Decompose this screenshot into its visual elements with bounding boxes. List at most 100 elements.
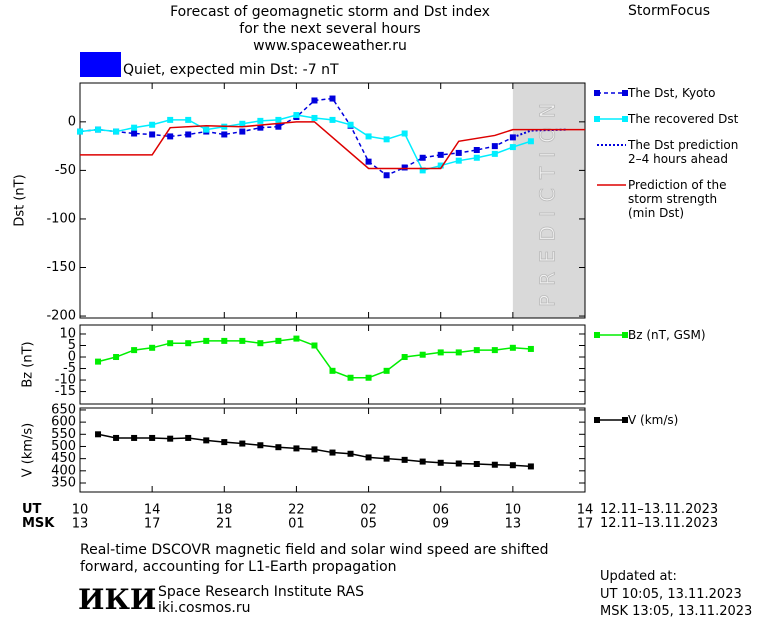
x-tick-label-msk: 09: [432, 517, 449, 532]
data-point: [401, 164, 408, 171]
data-point: [527, 345, 534, 352]
legend-marker: [594, 116, 600, 122]
data-point: [329, 95, 336, 102]
data-point: [509, 462, 516, 469]
data-point: [185, 434, 192, 441]
x-tick-label-msk: 05: [360, 517, 377, 532]
data-point: [473, 347, 480, 354]
y-tick-label: -50: [55, 163, 76, 178]
legend-marker: [594, 332, 600, 338]
data-point: [383, 455, 390, 462]
y-tick-label: -15: [55, 384, 76, 399]
x-tick-label: 14: [144, 503, 161, 518]
y-axis-label: V (km/s): [21, 423, 36, 478]
data-point: [293, 112, 300, 119]
data-point: [95, 358, 102, 365]
legend-marker: [622, 332, 628, 338]
data-point: [203, 337, 210, 344]
data-point: [455, 157, 462, 164]
data-point: [167, 435, 174, 442]
data-point: [239, 120, 246, 127]
updated-title: Updated at:: [600, 569, 677, 584]
data-point: [509, 344, 516, 351]
plot-frame: [79, 82, 586, 319]
data-point: [203, 126, 210, 133]
data-point: [329, 116, 336, 123]
y-tick-label: 650: [51, 402, 76, 417]
y-tick-label: -150: [46, 260, 76, 275]
data-point: [401, 130, 408, 137]
legend-label: The Dst prediction 2–4 hours ahead: [628, 138, 739, 166]
updated-ut: UT 10:05, 13.11.2023: [600, 587, 742, 602]
data-point: [491, 461, 498, 468]
data-point: [365, 374, 372, 381]
x-tick-label-msk: 17: [144, 517, 161, 532]
data-point: [329, 449, 336, 456]
legend-marker: [594, 90, 600, 96]
y-tick-label: 500: [51, 439, 76, 454]
y-tick-label: -10: [55, 373, 76, 388]
legend-label: V (km/s): [628, 413, 679, 427]
data-point: [311, 446, 318, 453]
data-point: [437, 151, 444, 158]
legend-label: Bz (nT, GSM): [628, 328, 706, 342]
legend-label: Prediction of the storm strength (min Ds…: [628, 178, 727, 220]
data-point: [473, 154, 480, 161]
data-point: [419, 351, 426, 358]
data-point: [131, 347, 138, 354]
status-text: Quiet, expected min Dst: -7 nT: [123, 62, 339, 78]
updated-msk: MSK 13:05, 13.11.2023: [600, 604, 753, 619]
x-tick-label-msk: 01: [288, 517, 305, 532]
y-tick-label: 5: [68, 338, 76, 353]
y-tick-label: -5: [63, 361, 76, 376]
data-point: [149, 121, 156, 128]
y-axis-label: Dst (nT): [13, 174, 28, 226]
data-point: [167, 133, 174, 140]
data-point: [527, 138, 534, 145]
legend-marker: [622, 116, 628, 122]
data-point: [275, 337, 282, 344]
data-point: [455, 149, 462, 156]
data-point: [293, 445, 300, 452]
data-point: [221, 337, 228, 344]
data-point: [473, 461, 480, 467]
data-point: [131, 130, 138, 137]
data-point: [491, 347, 498, 354]
data-point: [419, 458, 426, 465]
data-point: [113, 128, 120, 135]
data-point: [365, 158, 372, 165]
data-point: [149, 434, 156, 441]
x-tick-label: 10: [505, 503, 522, 518]
brand: StormFocus: [628, 3, 711, 19]
data-point: [131, 124, 138, 131]
data-point: [131, 434, 138, 441]
data-point: [113, 354, 120, 361]
data-point: [491, 150, 498, 157]
legend-label: The Dst, Kyoto: [628, 86, 716, 100]
website: iki.cosmos.ru: [158, 600, 251, 616]
data-point: [221, 439, 228, 446]
y-tick-label: 400: [51, 463, 76, 478]
date-range: 12.11–13.11.2023: [600, 516, 719, 531]
prediction-region: [512, 83, 585, 318]
data-point: [509, 144, 516, 151]
data-point: [185, 131, 192, 138]
data-point: [221, 131, 228, 138]
data-point: [401, 456, 408, 463]
y-axis-label: Bz (nT): [21, 341, 36, 387]
status-indicator: [80, 52, 121, 77]
data-point: [455, 460, 462, 467]
data-point: [455, 349, 462, 356]
msk-label: MSK: [22, 516, 55, 531]
institute: Space Research Institute RAS: [158, 584, 364, 600]
data-point: [437, 349, 444, 356]
series-line: [79, 114, 532, 172]
series-line: [80, 121, 585, 170]
data-point: [383, 367, 390, 374]
x-tick-label-msk: 13: [505, 517, 522, 532]
data-point: [383, 172, 390, 179]
logo: ИКИ: [78, 583, 157, 616]
data-point: [329, 367, 336, 374]
y-tick-label: 450: [51, 451, 76, 466]
y-tick-label: 600: [51, 415, 76, 430]
